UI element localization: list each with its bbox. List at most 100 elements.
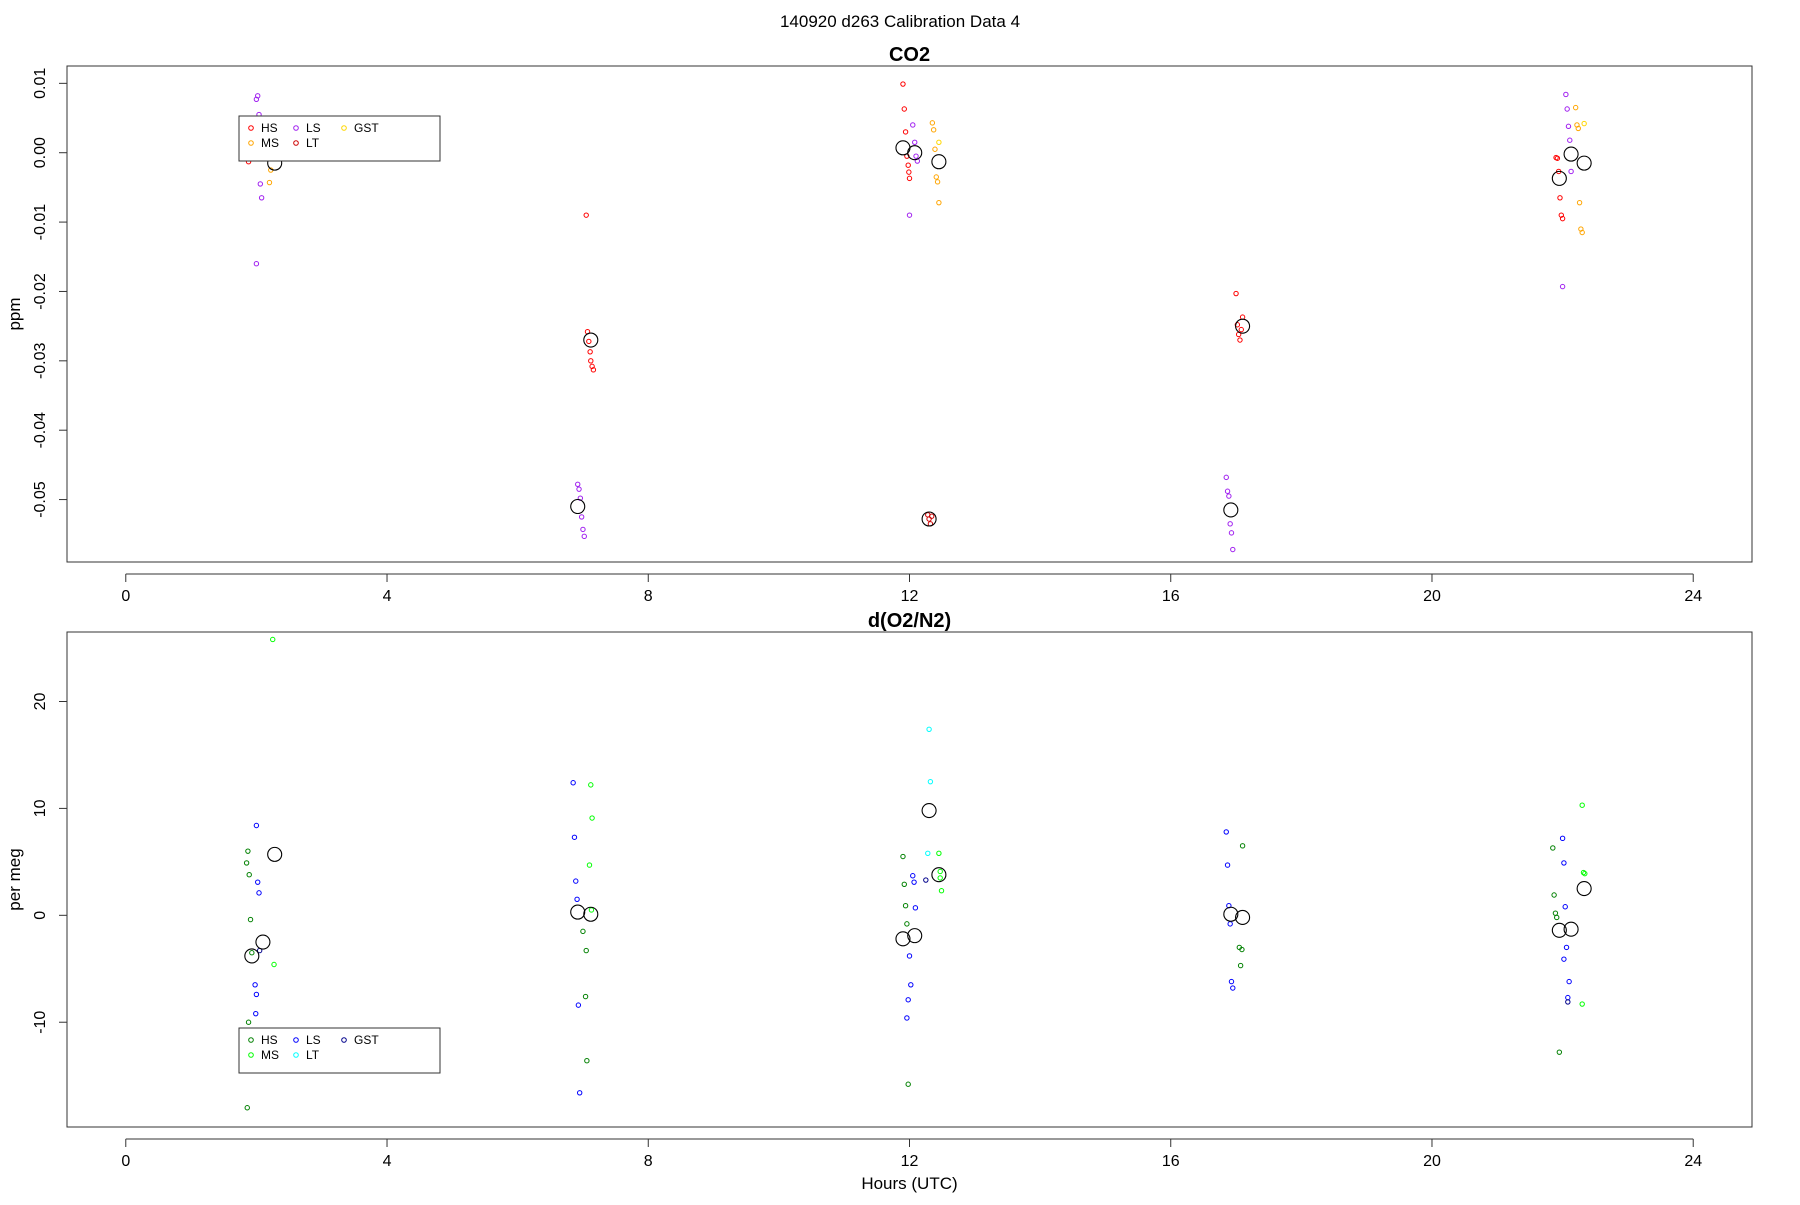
data-point <box>1559 215 1566 222</box>
data-point <box>1223 474 1229 481</box>
legend-marker <box>293 1052 299 1058</box>
data-point <box>906 212 913 218</box>
data-point <box>581 533 587 540</box>
legend-label: LT <box>306 136 320 150</box>
data-point <box>583 212 589 218</box>
legend-label: MS <box>261 1048 279 1062</box>
data-point <box>902 129 909 135</box>
data-point <box>1579 802 1585 808</box>
data-point <box>937 875 943 881</box>
series-lt <box>925 726 934 857</box>
y-tick-label: 0.00 <box>32 137 49 168</box>
data-point <box>905 997 911 1003</box>
data-point <box>1566 978 1572 985</box>
data-point <box>1226 493 1232 499</box>
data-point <box>583 947 589 954</box>
x-tick-label: 24 <box>1684 1153 1702 1170</box>
data-point <box>1228 978 1235 985</box>
data-point <box>1551 892 1557 898</box>
legend-label: LS <box>306 1033 321 1047</box>
legend-label: HS <box>261 121 278 135</box>
series-ms <box>270 636 1588 1007</box>
series-ls <box>253 91 1574 553</box>
y-tick-label: -0.04 <box>32 412 49 449</box>
y-tick-label: -0.02 <box>32 273 49 310</box>
data-point <box>1581 120 1587 127</box>
mean-point <box>895 931 911 947</box>
y-axis: -0.05 -0.04 -0.03 -0.02 -0.01 0.00 0.01 <box>32 68 67 518</box>
x-tick-label: 0 <box>121 588 130 605</box>
data-point <box>1550 845 1556 851</box>
co2-panel: CO2 0 4 8 12 16 20 24 -0.05 -0.04 -0.03 -0.02 -0.01 0… <box>5 44 1753 605</box>
data-point <box>1559 283 1566 290</box>
data-point <box>253 991 260 998</box>
data-point <box>937 868 943 875</box>
legend-label: HS <box>261 1033 278 1047</box>
data-point <box>575 1002 582 1008</box>
y-tick-label: -0.03 <box>32 342 49 379</box>
series-lt <box>925 512 935 527</box>
mean-point <box>907 145 923 161</box>
data-point <box>936 139 942 146</box>
y-tick-label: 20 <box>32 692 49 710</box>
data-point <box>911 879 917 885</box>
data-point <box>904 1015 910 1021</box>
data-point <box>1572 104 1579 111</box>
data-point <box>270 636 276 643</box>
data-point <box>246 871 252 878</box>
legend-label: MS <box>261 136 279 150</box>
series-hs <box>245 81 1566 373</box>
data-point <box>257 181 264 187</box>
mean-point <box>1551 170 1567 186</box>
data-point <box>1575 125 1581 132</box>
mean-point <box>1563 921 1579 937</box>
x-axis: 0 4 8 12 16 20 24 <box>121 573 1702 605</box>
legend-label: LS <box>306 121 321 135</box>
data-point <box>1239 843 1246 849</box>
data-point <box>1576 199 1583 206</box>
data-point <box>934 179 941 185</box>
mean-point <box>931 867 947 883</box>
x-tick-label: 4 <box>383 588 392 605</box>
data-point <box>1564 106 1570 112</box>
data-point <box>925 850 931 857</box>
series-gst <box>256 877 1571 1005</box>
legend-marker <box>248 140 254 146</box>
y-axis: -10 0 10 20 <box>32 692 67 1034</box>
data-point <box>1239 946 1245 953</box>
x-axis-label: Hours (UTC) <box>861 1174 957 1193</box>
data-point <box>1233 290 1239 297</box>
mean-point <box>1235 909 1251 926</box>
mean-point <box>255 934 271 950</box>
x-axis: 0 4 8 12 16 20 24 <box>121 1138 1702 1170</box>
data-point <box>249 950 255 956</box>
data-point <box>576 1090 583 1096</box>
data-point <box>245 1019 252 1025</box>
data-point <box>933 174 939 180</box>
data-point <box>578 514 585 520</box>
data-point <box>582 993 589 1000</box>
data-point <box>912 139 918 146</box>
data-point <box>589 815 595 821</box>
data-point <box>253 1010 259 1017</box>
data-point <box>1561 956 1567 962</box>
data-point <box>906 953 913 959</box>
data-point <box>253 822 260 829</box>
legend-marker <box>341 125 347 131</box>
data-point <box>1565 123 1572 130</box>
data-point <box>1582 870 1588 877</box>
legend-marker <box>293 140 299 146</box>
data-point <box>571 834 578 840</box>
data-point <box>574 896 580 902</box>
mean-point <box>1576 155 1592 171</box>
x-tick-label: 20 <box>1423 588 1441 605</box>
data-point <box>906 169 912 175</box>
mean-point <box>583 332 599 348</box>
data-point <box>244 1105 250 1111</box>
data-point <box>576 486 582 492</box>
legend-box <box>238 115 441 162</box>
mean-point <box>570 498 586 515</box>
plot-frame <box>66 65 1753 563</box>
